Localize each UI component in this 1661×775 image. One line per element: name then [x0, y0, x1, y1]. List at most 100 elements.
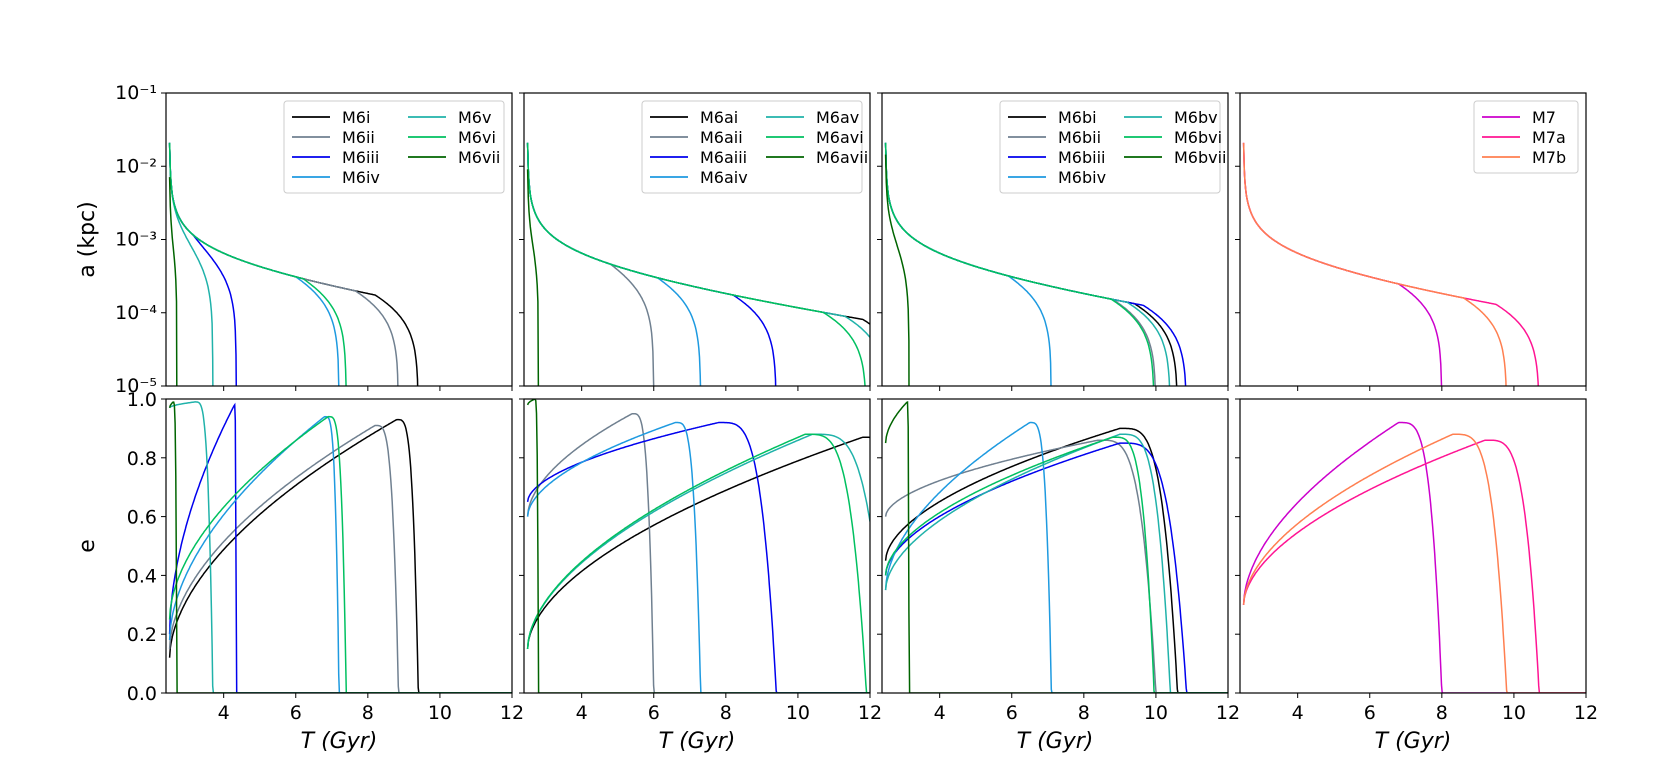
y-tick-label: 10⁻³	[115, 229, 157, 251]
x-tick-label: 10	[428, 702, 452, 724]
legend-entry-M7a: M7a	[1532, 128, 1566, 147]
legend-entry-M6iii: M6iii	[342, 148, 379, 167]
legend-entry-M6i: M6i	[342, 108, 370, 127]
plot-area-bottom-3	[884, 400, 1228, 693]
x-tick-label: 4	[218, 702, 230, 724]
legend-entry-M6bv: M6bv	[1174, 108, 1218, 127]
series-line-M6iii	[168, 142, 238, 386]
legend-entry-M6bii: M6bii	[1058, 128, 1101, 147]
x-tick-label: 10	[786, 702, 810, 724]
legend-entry-M7: M7	[1532, 108, 1556, 127]
series-line-M7b	[1242, 142, 1507, 386]
legend-entry-M6bvii: M6bvii	[1174, 148, 1227, 167]
legend-box	[1473, 100, 1579, 174]
series-line-M6vi	[168, 142, 347, 386]
axes-frame	[881, 398, 1229, 694]
series-line-M6iii	[168, 402, 512, 693]
panel-bottom-1: 4 6 8 10 12 0.0 0.2 0.4 0.6 0.8 1.0 T (Gyr) e	[75, 389, 524, 754]
series-line-M6avii	[526, 169, 540, 386]
x-tick-label: 8	[362, 702, 374, 724]
legend-entry-M6aiii: M6aiii	[700, 148, 747, 167]
y-tick-label: 0.8	[127, 448, 157, 470]
series-line-M6vii	[168, 401, 512, 693]
legend-entry-M6v: M6v	[458, 108, 491, 127]
x-tick-label: 6	[1364, 702, 1376, 724]
series-line-M6aiv	[526, 421, 870, 693]
series-line-M6bii	[884, 439, 1228, 693]
plot-area-top-1	[168, 142, 419, 386]
series-line-M6ai	[526, 436, 870, 649]
legend-entry-M6aiv: M6aiv	[700, 168, 748, 187]
legend-entry-M7b: M7b	[1532, 148, 1566, 167]
axes-frame	[1239, 398, 1587, 694]
series-line-M6bi	[884, 427, 1228, 693]
legend-entry-M6bi: M6bi	[1058, 108, 1097, 127]
legend-entry-M6biii: M6biii	[1058, 148, 1105, 167]
x-axis-label: T (Gyr)	[659, 729, 736, 754]
plot-area-top-2	[526, 142, 870, 386]
series-line-M6biii	[884, 442, 1228, 693]
x-axis-label: T (Gyr)	[1375, 729, 1452, 754]
series-line-M6vii	[168, 177, 178, 386]
y-tick-label: 0.2	[127, 624, 157, 646]
x-tick-label: 10	[1144, 702, 1168, 724]
plot-area-top-4	[1242, 142, 1539, 386]
series-line-M6i	[168, 418, 512, 693]
plot-area-bottom-4	[1242, 421, 1586, 693]
x-tick-label: 6	[648, 702, 660, 724]
panel-top-1: 10⁻⁵10⁻⁴10⁻³10⁻²10⁻¹a (kpc)M6iM6iiM6iiiM…	[75, 82, 513, 397]
x-tick-label: 6	[1006, 702, 1018, 724]
series-line-M6ii	[168, 424, 512, 693]
series-line-M7a	[1242, 439, 1586, 693]
series-line-M6vi	[168, 415, 512, 693]
legend-entry-M6avii: M6avii	[816, 148, 868, 167]
legend-box	[641, 100, 863, 194]
series-line-M6aiii	[526, 421, 870, 693]
series-line-M6aii	[526, 412, 870, 693]
series-line-M6avi	[526, 433, 870, 693]
series-line-M6avi	[526, 142, 866, 386]
series-line-M6bvi	[884, 142, 1155, 386]
legend-entry-M6bvi: M6bvi	[1174, 128, 1222, 147]
y-tick-label: 10⁻⁴	[115, 302, 157, 324]
y-tick-label: 1.0	[127, 389, 157, 411]
x-tick-label: 10	[1502, 702, 1526, 724]
y-axis-label: e	[75, 539, 100, 553]
y-tick-label: 0.4	[127, 565, 157, 587]
y-tick-label: 10⁻²	[115, 155, 157, 177]
series-line-M6iv	[168, 415, 512, 693]
series-line-M7	[1242, 421, 1586, 693]
series-line-M6bvi	[884, 436, 1228, 693]
x-tick-label: 6	[290, 702, 302, 724]
x-tick-label: 8	[1436, 702, 1448, 724]
series-line-M6aii	[526, 142, 655, 386]
x-tick-label: 12	[1216, 702, 1240, 724]
legend-entry-M6iv: M6iv	[342, 168, 380, 187]
panel-bottom-3: 4 6 8 10 12 T (Gyr)	[877, 398, 1240, 754]
series-line-M7b	[1242, 433, 1586, 693]
series-line-M6v	[168, 142, 214, 386]
series-line-M6v	[169, 401, 512, 693]
plot-area-top-3	[884, 142, 1187, 386]
x-axis-label: T (Gyr)	[301, 729, 378, 754]
y-axis-label: a (kpc)	[75, 201, 100, 277]
legend-entry-M6av: M6av	[816, 108, 859, 127]
panel-bottom-4: 4 6 8 10 12 T (Gyr)	[1235, 398, 1598, 754]
plot-area-bottom-1	[168, 401, 512, 693]
axes-frame	[165, 398, 513, 694]
legend-entry-M6vi: M6vi	[458, 128, 496, 147]
x-axis-label: T (Gyr)	[1017, 729, 1094, 754]
series-line-M6bv	[884, 433, 1228, 693]
series-line-M6biv	[884, 421, 1228, 693]
y-tick-label: 10⁻¹	[115, 82, 157, 104]
x-tick-label: 4	[934, 702, 946, 724]
legend-box	[283, 100, 505, 194]
series-line-M6bvii	[884, 154, 910, 386]
legend-entry-M6vii: M6vii	[458, 148, 500, 167]
x-tick-label: 4	[576, 702, 588, 724]
